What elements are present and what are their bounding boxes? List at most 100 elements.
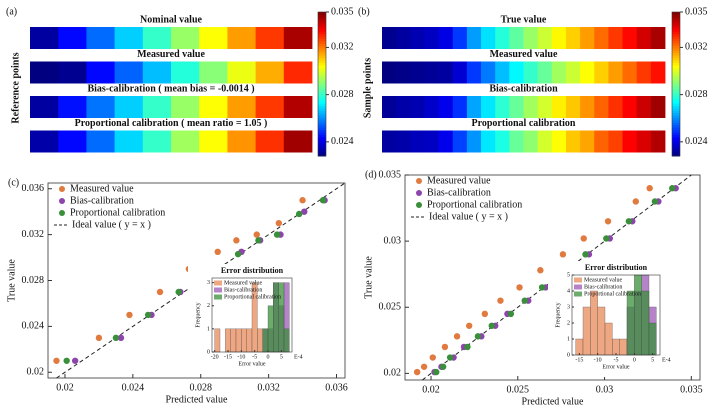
point xyxy=(429,354,436,361)
cell xyxy=(495,130,510,153)
colorbar-step xyxy=(672,134,680,138)
x-tick-label: 0.032 xyxy=(257,382,280,393)
colorbar-step xyxy=(318,110,326,114)
colorbar-step xyxy=(672,19,680,23)
point xyxy=(144,311,152,319)
inset-x-tick-label: -20 xyxy=(211,354,219,360)
inset-y-tick-label: 1 xyxy=(207,326,210,332)
cell xyxy=(227,96,256,118)
point xyxy=(507,310,515,318)
legend-marker xyxy=(416,190,422,196)
point xyxy=(603,235,610,242)
colorbar-step xyxy=(318,91,326,95)
colorbar-step xyxy=(318,148,326,152)
inset-x-label: Error value xyxy=(602,364,629,370)
hist-bar xyxy=(590,290,598,356)
inset-legend-swatch xyxy=(214,294,222,300)
colorbar-step xyxy=(318,117,326,121)
point xyxy=(117,334,125,342)
cell xyxy=(608,130,623,153)
y-tick-label: 0.025 xyxy=(379,302,402,313)
colorbar-step xyxy=(672,103,680,107)
point xyxy=(301,208,308,215)
cell xyxy=(636,130,652,153)
hist-bar xyxy=(597,306,606,356)
inset-x-tick-label: 5 xyxy=(651,357,654,363)
cell xyxy=(523,130,539,153)
cell xyxy=(495,96,510,118)
colorbar-step xyxy=(672,153,680,157)
legend-label: Bias-calibration xyxy=(427,187,491,198)
inset-legend-swatch xyxy=(574,277,582,283)
point xyxy=(112,334,120,342)
colorbar-step xyxy=(318,21,326,25)
cell xyxy=(580,130,595,153)
cell xyxy=(565,61,581,84)
cell xyxy=(410,27,425,49)
colorbar-step xyxy=(672,12,680,15)
colorbar-step xyxy=(672,14,680,18)
point xyxy=(253,231,260,238)
cell xyxy=(410,61,425,84)
colorbar-step xyxy=(318,132,326,135)
hist-bar xyxy=(235,328,242,353)
point xyxy=(233,237,240,244)
point xyxy=(497,297,504,304)
cell xyxy=(382,130,397,153)
colorbar-step xyxy=(672,88,680,92)
cell xyxy=(565,96,581,118)
colorbar-step xyxy=(318,50,326,54)
colorbar-step xyxy=(672,72,680,75)
inset-x-tick-label: -10 xyxy=(237,354,245,360)
colorbar-step xyxy=(672,48,680,51)
colorbar-step xyxy=(672,115,680,119)
y-tick-label: 0.028 xyxy=(22,275,45,286)
colorbar-step xyxy=(672,148,680,152)
cell xyxy=(438,130,454,153)
inset-y-tick-label: 5 xyxy=(567,272,570,278)
inset-y-tick-label: 3 xyxy=(207,280,210,286)
cell xyxy=(580,61,595,84)
inset-legend-swatch xyxy=(214,280,222,286)
colorbar-step xyxy=(318,45,326,49)
colorbar-frame xyxy=(317,11,327,157)
point xyxy=(273,231,281,238)
colorbar-step xyxy=(318,31,326,35)
colorbar-step xyxy=(318,74,326,78)
point xyxy=(441,343,449,351)
colorbar-step xyxy=(672,33,680,37)
inset-note: E-4 xyxy=(662,357,671,363)
colorbar-step xyxy=(318,67,326,71)
colorbar-step xyxy=(672,43,680,47)
colorbar-step xyxy=(318,14,326,18)
inset-legend-label: Measured value xyxy=(224,280,262,286)
point xyxy=(175,288,182,296)
cell xyxy=(142,61,172,84)
inset-y-tick-label: 3 xyxy=(567,304,570,310)
point xyxy=(559,251,567,258)
colorbar-step xyxy=(672,67,680,71)
y-tick-label: 0.036 xyxy=(22,183,45,194)
point xyxy=(464,343,471,351)
y-axis-label: True value xyxy=(363,256,374,299)
y-tick-label: 0.03 xyxy=(384,235,402,246)
hist-bar xyxy=(246,328,253,353)
colorbar-step xyxy=(672,52,680,56)
cell xyxy=(30,61,59,84)
cell xyxy=(509,130,524,153)
cell xyxy=(30,96,59,118)
colorbar-step xyxy=(318,24,326,27)
cell xyxy=(396,96,411,118)
cell xyxy=(509,96,524,118)
cell xyxy=(650,27,666,49)
colorbar-step xyxy=(672,112,680,116)
colorbar-step xyxy=(672,100,680,104)
colorbar-step xyxy=(318,26,326,30)
colorbar-step xyxy=(672,136,680,140)
colorbar-step xyxy=(318,69,326,73)
point xyxy=(71,357,79,364)
point xyxy=(126,311,133,319)
colorbar-step xyxy=(672,38,680,42)
cell xyxy=(608,96,623,118)
cell xyxy=(199,27,228,49)
